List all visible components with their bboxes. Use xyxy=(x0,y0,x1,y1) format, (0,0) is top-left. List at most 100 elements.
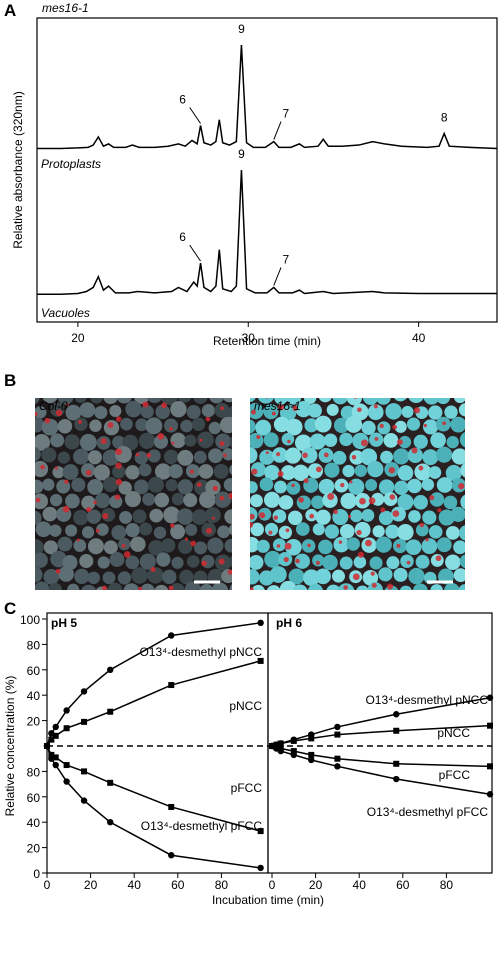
chloroplast xyxy=(425,538,429,542)
y2-tick-label: 60 xyxy=(27,791,41,805)
cell xyxy=(57,398,74,405)
cell xyxy=(360,448,378,466)
chloroplast xyxy=(85,469,92,476)
leader-line xyxy=(273,121,282,140)
data-point xyxy=(52,754,59,761)
x-tick-label: 0 xyxy=(44,878,51,892)
cell xyxy=(229,464,232,476)
cell xyxy=(186,405,201,420)
cell xyxy=(169,582,185,590)
cell xyxy=(292,464,309,482)
chloroplast xyxy=(78,419,83,424)
chloroplast xyxy=(462,590,468,596)
chloroplast xyxy=(44,417,51,424)
cell xyxy=(311,495,325,509)
data-point xyxy=(290,737,297,744)
cell xyxy=(71,477,86,492)
leader-line xyxy=(189,244,201,262)
cell xyxy=(274,480,287,494)
cell xyxy=(436,537,452,553)
chloroplast xyxy=(268,530,273,535)
peak-label: 9 xyxy=(238,147,245,161)
cell xyxy=(222,398,232,403)
cell xyxy=(397,523,414,541)
chloroplast xyxy=(380,507,386,513)
cell xyxy=(259,449,275,465)
cell xyxy=(65,404,82,421)
data-point xyxy=(393,711,400,718)
cell xyxy=(445,464,462,481)
micrograph-label: Col-0 xyxy=(39,399,68,413)
cell xyxy=(177,398,192,403)
cell xyxy=(125,400,142,418)
x-tick-label: 60 xyxy=(396,878,410,892)
chloroplast xyxy=(465,469,470,474)
cell xyxy=(443,495,458,510)
chloroplast xyxy=(133,392,138,397)
cell xyxy=(407,478,422,494)
data-point xyxy=(63,762,70,769)
cell xyxy=(117,571,132,585)
chloroplast xyxy=(394,392,399,397)
data-point xyxy=(168,852,175,859)
cell xyxy=(318,478,335,495)
data-point xyxy=(52,723,59,731)
cell xyxy=(125,465,140,480)
cell xyxy=(155,404,170,420)
cell xyxy=(147,476,165,493)
cell xyxy=(191,509,208,525)
cell xyxy=(179,569,194,585)
chloroplast xyxy=(256,434,261,440)
cell xyxy=(286,480,301,495)
cell xyxy=(222,448,232,461)
cell xyxy=(380,450,394,464)
cell xyxy=(266,585,281,590)
data-point xyxy=(80,688,88,695)
cell xyxy=(280,465,296,481)
cell xyxy=(444,405,458,419)
data-point xyxy=(107,779,114,786)
cell xyxy=(393,567,408,582)
y2-tick-label: 40 xyxy=(27,816,41,830)
data-point xyxy=(257,619,264,627)
peak-label: 7 xyxy=(282,107,289,121)
chloroplast xyxy=(367,393,370,396)
y-tick-label: 80 xyxy=(27,638,41,652)
chloroplast xyxy=(343,585,348,590)
chloroplast xyxy=(365,539,372,547)
cell xyxy=(163,506,181,524)
chloroplast xyxy=(121,543,126,548)
cell xyxy=(466,476,482,492)
chloroplast xyxy=(333,509,338,515)
cell xyxy=(349,450,364,465)
cell xyxy=(318,398,332,403)
cell xyxy=(264,550,282,568)
cell xyxy=(120,417,133,431)
cell xyxy=(458,584,465,590)
cell xyxy=(219,416,232,434)
chloroplast xyxy=(157,433,165,440)
chloroplast xyxy=(276,544,281,548)
cell xyxy=(250,522,264,537)
data-point xyxy=(334,731,341,738)
cell xyxy=(465,537,482,554)
data-point xyxy=(277,740,284,747)
data-point xyxy=(52,732,59,739)
cell xyxy=(469,420,482,433)
chloroplast xyxy=(351,455,357,460)
cell xyxy=(468,506,485,523)
y2-tick-label: 80 xyxy=(27,765,41,779)
chart-title: mes16-1 xyxy=(42,1,89,15)
cell xyxy=(466,571,479,584)
cell xyxy=(385,403,402,420)
cell xyxy=(42,398,58,404)
cell xyxy=(428,466,442,479)
chloroplast xyxy=(258,512,266,519)
cell xyxy=(139,553,156,570)
chloroplast xyxy=(137,586,143,590)
cell xyxy=(361,420,376,435)
chloroplast xyxy=(190,540,197,547)
chloroplast xyxy=(119,391,123,395)
chloroplast xyxy=(35,497,41,503)
data-point xyxy=(107,819,114,826)
